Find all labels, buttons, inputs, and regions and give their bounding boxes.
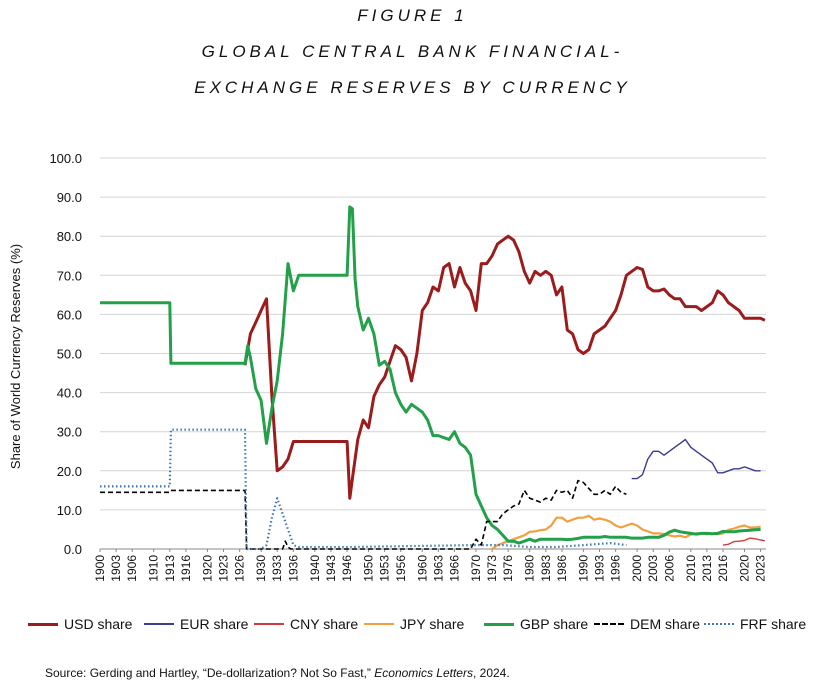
legend-item-cny-share: CNY share xyxy=(254,616,358,632)
x-tick-label: 1923 xyxy=(217,555,231,582)
series-line-gbp-share xyxy=(100,205,761,545)
x-tick-label: 2010 xyxy=(684,555,698,582)
x-tick-label: 1976 xyxy=(501,555,515,582)
legend-label: USD share xyxy=(64,616,133,632)
x-tick-label: 1906 xyxy=(125,555,139,582)
y-tick-label: 40.0 xyxy=(57,386,82,401)
x-tick-label: 2003 xyxy=(646,555,660,582)
legend-label: CNY share xyxy=(290,616,359,632)
x-tick-label: 1943 xyxy=(324,555,338,582)
legend-label: GBP share xyxy=(520,616,589,632)
figure-title-line-2: EXCHANGE RESERVES BY CURRENCY xyxy=(194,78,631,97)
x-tick-label: 2023 xyxy=(754,555,768,582)
legend-item-usd-share: USD share xyxy=(28,616,132,632)
x-tick-label: 2016 xyxy=(716,555,730,582)
legend-label: DEM share xyxy=(630,616,701,632)
x-tick-label: 1966 xyxy=(447,555,461,582)
x-tick-label: 1946 xyxy=(340,555,354,582)
legend-item-dem-share: DEM share xyxy=(594,616,700,632)
y-tick-label: 70.0 xyxy=(57,268,82,283)
y-tick-label: 30.0 xyxy=(57,425,82,440)
x-tick-label: 1980 xyxy=(523,555,537,582)
figure-number: FIGURE 1 xyxy=(357,6,468,25)
x-tick-label: 2006 xyxy=(662,555,676,582)
legend-swatch xyxy=(144,623,174,625)
legend-label: FRF share xyxy=(740,616,807,632)
x-tick-label: 1970 xyxy=(469,555,483,582)
y-tick-label: 90.0 xyxy=(57,190,82,205)
x-tick-label: 1903 xyxy=(109,555,123,582)
x-tick-label: 1916 xyxy=(179,555,193,582)
x-tick-label: 1973 xyxy=(485,555,499,582)
source-suffix: , 2024. xyxy=(472,666,510,680)
source-note: Source: Gerding and Hartley, “De-dollari… xyxy=(45,666,510,680)
y-tick-label: 80.0 xyxy=(57,229,82,244)
legend-label: JPY share xyxy=(400,616,465,632)
legend-item-jpy-share: JPY share xyxy=(364,616,464,632)
legend-swatch xyxy=(594,623,624,625)
legend-label: EUR share xyxy=(180,616,249,632)
x-tick-label: 1996 xyxy=(609,555,623,582)
legend-item-frf-share: FRF share xyxy=(704,616,806,632)
y-axis-label: Share of World Currency Reserves (%) xyxy=(8,244,23,469)
x-tick-label: 1913 xyxy=(163,555,177,582)
x-tick-label: 1986 xyxy=(555,555,569,582)
x-tick-label: 1900 xyxy=(93,555,107,582)
series-line-dem-share xyxy=(100,479,627,550)
x-tick-label: 1953 xyxy=(378,555,392,582)
source-prefix: Source: Gerding and Hartley, “De-dollari… xyxy=(45,666,375,680)
y-tick-label: 20.0 xyxy=(57,464,82,479)
legend-swatch xyxy=(364,623,394,625)
series-line-eur-share xyxy=(631,438,761,480)
x-tick-label: 1950 xyxy=(362,555,376,582)
series-line-frf-share xyxy=(100,428,627,551)
legend-swatch xyxy=(28,622,58,626)
x-tick-label: 1930 xyxy=(254,555,268,582)
series-line-cny-share xyxy=(722,537,766,546)
x-tick-label: 1936 xyxy=(286,555,300,582)
x-tick-label: 1983 xyxy=(539,555,553,582)
x-tick-label: 1920 xyxy=(200,555,214,582)
x-tick-label: 1963 xyxy=(431,555,445,582)
x-tick-label: 1926 xyxy=(233,555,247,582)
x-tick-label: 2013 xyxy=(700,555,714,582)
legend-item-eur-share: EUR share xyxy=(144,616,248,632)
x-tick-label: 1933 xyxy=(270,555,284,582)
x-tick-label: 1990 xyxy=(576,555,590,582)
x-tick-label: 2000 xyxy=(630,555,644,582)
figure-title-line-1: GLOBAL CENTRAL BANK FINANCIAL- xyxy=(201,42,624,61)
x-tick-label: 1960 xyxy=(415,555,429,582)
y-tick-label: 0.0 xyxy=(64,542,82,557)
legend-item-gbp-share: GBP share xyxy=(484,616,588,632)
x-tick-label: 1940 xyxy=(308,555,322,582)
legend-swatch xyxy=(254,623,284,625)
legend-swatch xyxy=(704,623,734,625)
chart-legend: USD share EUR share CNY share JPY share GBP … xyxy=(28,616,818,638)
y-tick-label: 10.0 xyxy=(57,503,82,518)
x-tick-label: 1956 xyxy=(394,555,408,582)
y-tick-label: 60.0 xyxy=(57,307,82,322)
x-tick-label: 2020 xyxy=(738,555,752,582)
series-line-usd-share xyxy=(243,234,766,500)
x-tick-label: 1993 xyxy=(593,555,607,582)
x-tick-label: 1910 xyxy=(147,555,161,582)
y-tick-label: 50.0 xyxy=(57,347,82,362)
y-tick-label: 100.0 xyxy=(49,151,82,166)
source-journal: Economics Letters xyxy=(374,666,473,680)
legend-swatch xyxy=(484,622,514,626)
